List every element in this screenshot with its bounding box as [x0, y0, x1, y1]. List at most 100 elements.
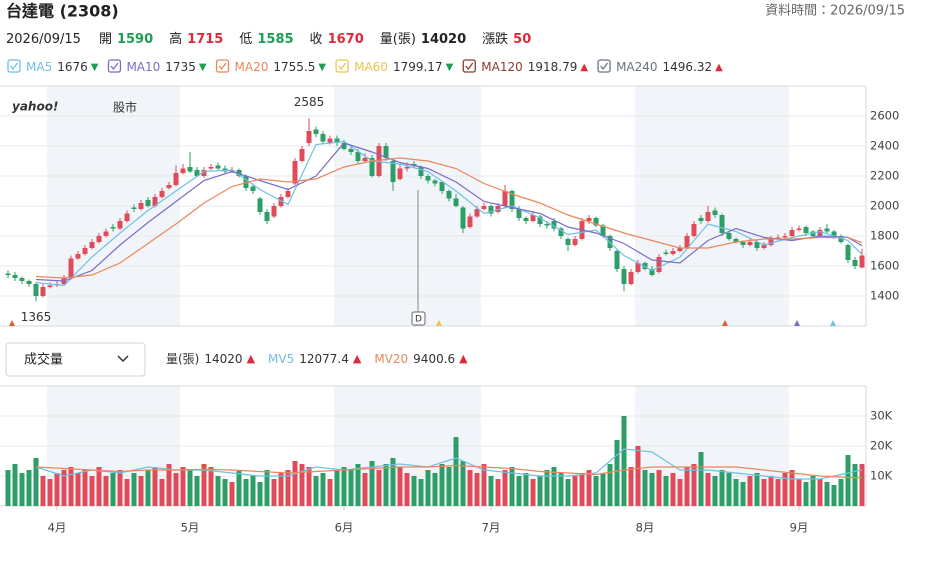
volume-bar: [796, 479, 802, 506]
background-layer: [0, 85, 867, 507]
candle-body: [194, 170, 200, 176]
volume-bar: [852, 464, 858, 506]
legend-name: MA5: [26, 60, 52, 74]
candle-body: [180, 168, 186, 173]
y-tick-label: 30K: [870, 409, 893, 423]
volume-bar: [684, 467, 690, 506]
legend-entry: MV5 12077.4 ▲: [268, 352, 362, 366]
candle-body: [327, 138, 333, 143]
candle-body: [173, 173, 179, 185]
volume-bar: [334, 470, 340, 506]
indicator-dropdown[interactable]: [5, 342, 146, 377]
candle-body: [425, 176, 431, 181]
legend-entry: MA10 1735 ▼: [126, 60, 206, 74]
ma-line: [35, 142, 863, 282]
quote-value: 50: [513, 32, 531, 47]
volume-bar: [383, 464, 389, 506]
volume-bar: [677, 479, 683, 506]
volume-bar: [530, 479, 536, 506]
candle-body: [404, 167, 410, 169]
legend-name: MA10: [126, 60, 160, 74]
candle-body: [831, 231, 837, 236]
legend-arrow: ▲: [353, 352, 362, 365]
candle-body: [103, 231, 109, 236]
candle-body: [299, 149, 305, 161]
volume-bar: [306, 467, 312, 506]
candle-body: [145, 200, 151, 206]
quote-label: 開: [99, 32, 112, 47]
candle-body: [131, 207, 137, 209]
volume-bar: [621, 416, 627, 506]
candle-body: [26, 281, 32, 284]
candle-body: [68, 258, 74, 278]
candle-body: [124, 213, 130, 221]
candle-body: [201, 170, 207, 176]
volume-bar: [187, 470, 193, 506]
event-marker-box[interactable]: [411, 311, 426, 326]
candle-body: [551, 221, 557, 229]
volume-bar: [649, 473, 655, 506]
volume-bar: [271, 479, 277, 506]
volume-bar: [355, 464, 361, 506]
candle-body: [467, 216, 473, 227]
candle-body: [747, 242, 753, 245]
y-tick-label: 1400: [870, 289, 899, 303]
volume-bar: [782, 473, 788, 506]
y-tick-label: 1600: [870, 259, 899, 273]
candle-body: [586, 218, 592, 221]
candle-body: [334, 138, 340, 143]
event-flag: [794, 320, 800, 326]
volume-bar: [824, 482, 830, 506]
volume-bar: [838, 479, 844, 506]
ma-line: [35, 140, 863, 287]
candle-body: [502, 191, 508, 206]
candle-body: [796, 228, 802, 230]
candle-body: [845, 245, 851, 260]
volume-bar: [159, 479, 165, 506]
volume-bar: [544, 470, 550, 506]
candle-body: [19, 278, 25, 281]
volume-bar: [670, 473, 676, 506]
candle-body: [768, 239, 774, 245]
candle-body: [418, 167, 424, 176]
volume-bar: [537, 476, 543, 506]
quote-label: 低: [239, 31, 252, 47]
candle-body: [684, 236, 690, 248]
candle-body: [397, 168, 403, 179]
candle-body: [824, 228, 830, 232]
event-flag: [9, 320, 15, 326]
volume-bar: [418, 479, 424, 506]
volume-bar: [236, 470, 242, 506]
volume-bar: [516, 476, 522, 506]
candle-body: [89, 242, 95, 248]
volume-bar: [768, 476, 774, 506]
volume-bar: [467, 470, 473, 506]
candle-body: [712, 210, 718, 215]
volume-bar: [859, 463, 865, 506]
volume-bar: [208, 467, 214, 506]
legend-name: MA120: [481, 60, 522, 74]
candle-body: [698, 218, 704, 221]
candle-body: [12, 275, 18, 278]
x-tick-label: 7月: [482, 521, 501, 535]
volume-bar: [285, 470, 291, 506]
legend-value: 1755.5: [273, 60, 315, 74]
candle-body: [593, 218, 599, 226]
candle-body: [635, 263, 641, 272]
legend-value: 1799.17: [393, 60, 443, 74]
volume-bar: [509, 467, 515, 506]
quote-label: 高: [169, 31, 182, 47]
candle-body: [565, 239, 571, 245]
candle-body: [236, 170, 242, 176]
legend-name: MV5: [268, 352, 294, 366]
volume-bar: [124, 479, 130, 506]
legend-arrow: ▲: [459, 352, 468, 365]
candle-body: [642, 263, 648, 269]
candle-body: [649, 269, 655, 275]
legend-entry: MA5 1676 ▼: [26, 60, 99, 74]
quote-value: 1670: [328, 32, 364, 47]
timestamp: 資料時間：2026/09/15: [765, 4, 905, 19]
ma-legend: MA5 1676 ▼ MA10 1735 ▼ MA20 1755.5 ▼ MA60 1799.17 ▼…: [7, 59, 723, 74]
volume-bar: [551, 467, 557, 506]
candle-body: [257, 198, 263, 212]
